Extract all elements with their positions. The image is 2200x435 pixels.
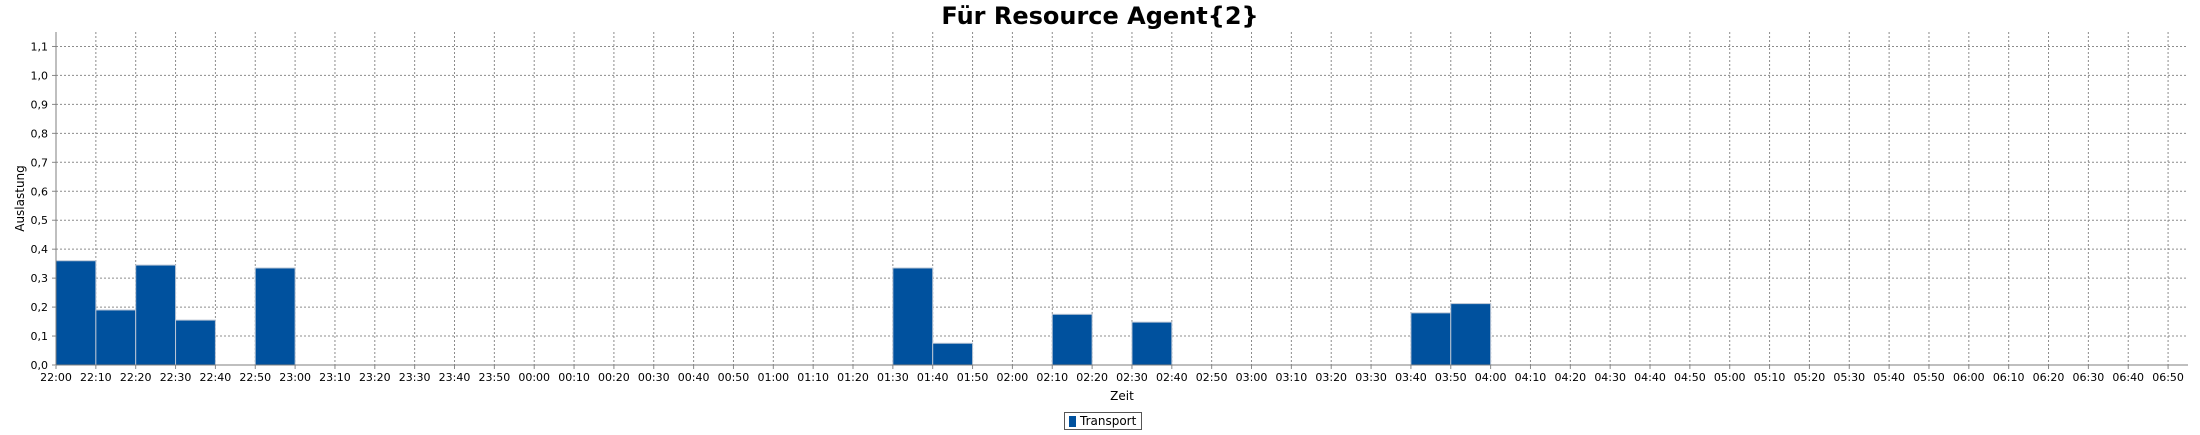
x-tick-label: 00:10 bbox=[558, 371, 590, 384]
x-tick-label: 04:10 bbox=[1515, 371, 1547, 384]
x-tick-label: 02:20 bbox=[1076, 371, 1108, 384]
x-tick-label: 22:10 bbox=[80, 371, 112, 384]
x-tick-label: 22:00 bbox=[40, 371, 72, 384]
x-tick-label: 01:30 bbox=[877, 371, 909, 384]
x-tick-label: 23:50 bbox=[479, 371, 511, 384]
x-tick-label: 22:50 bbox=[239, 371, 271, 384]
y-tick-label: 0,1 bbox=[31, 330, 49, 343]
x-tick-label: 04:30 bbox=[1594, 371, 1626, 384]
y-tick-label: 1,0 bbox=[31, 69, 49, 82]
bar bbox=[1450, 303, 1492, 366]
y-tick-label: 0,2 bbox=[31, 301, 49, 314]
bar bbox=[95, 309, 137, 366]
x-tick-label: 01:10 bbox=[797, 371, 829, 384]
y-tick-label: 0,6 bbox=[31, 185, 49, 198]
bar bbox=[1051, 313, 1093, 366]
bar bbox=[932, 342, 974, 366]
x-tick-label: 02:10 bbox=[1036, 371, 1068, 384]
x-tick-label: 02:40 bbox=[1156, 371, 1188, 384]
x-tick-label: 04:00 bbox=[1475, 371, 1507, 384]
y-tick-label: 0,4 bbox=[31, 243, 49, 256]
y-tick-label: 0,9 bbox=[31, 98, 49, 111]
x-tick-label: 06:20 bbox=[2033, 371, 2065, 384]
x-tick-label: 05:30 bbox=[1833, 371, 1865, 384]
y-tick-label: 0,8 bbox=[31, 127, 49, 140]
x-tick-label: 23:20 bbox=[359, 371, 391, 384]
x-tick-label: 06:30 bbox=[2073, 371, 2105, 384]
x-tick-label: 22:40 bbox=[200, 371, 232, 384]
x-tick-label: 04:40 bbox=[1634, 371, 1666, 384]
chart-title: Für Resource Agent{2} bbox=[941, 2, 1259, 30]
x-tick-label: 00:20 bbox=[598, 371, 630, 384]
x-tick-label: 01:00 bbox=[757, 371, 789, 384]
x-tick-label: 01:50 bbox=[957, 371, 989, 384]
x-tick-label: 06:40 bbox=[2112, 371, 2144, 384]
x-tick-label: 02:30 bbox=[1116, 371, 1148, 384]
bar bbox=[1131, 321, 1173, 366]
x-tick-label: 05:00 bbox=[1714, 371, 1746, 384]
x-tick-label: 06:00 bbox=[1953, 371, 1985, 384]
bar bbox=[892, 267, 934, 366]
y-tick-label: 0,5 bbox=[31, 214, 49, 227]
x-tick-label: 01:20 bbox=[837, 371, 869, 384]
bar bbox=[135, 264, 177, 366]
y-axis-label: Auslastung bbox=[13, 165, 27, 232]
x-tick-label: 22:20 bbox=[120, 371, 152, 384]
x-tick-label: 03:50 bbox=[1435, 371, 1467, 384]
x-tick-label: 04:20 bbox=[1554, 371, 1586, 384]
x-tick-label: 00:50 bbox=[718, 371, 750, 384]
legend-label-transport: Transport bbox=[1080, 414, 1137, 428]
x-tick-label: 01:40 bbox=[917, 371, 949, 384]
bar bbox=[175, 319, 216, 366]
bar bbox=[254, 267, 296, 366]
x-tick-label: 23:00 bbox=[279, 371, 311, 384]
x-tick-label: 03:00 bbox=[1236, 371, 1268, 384]
x-tick-label: 03:20 bbox=[1315, 371, 1347, 384]
x-tick-label: 05:10 bbox=[1754, 371, 1786, 384]
y-tick-label: 0,3 bbox=[31, 272, 49, 285]
x-tick-label: 23:30 bbox=[399, 371, 431, 384]
x-tick-label: 06:50 bbox=[2152, 371, 2184, 384]
x-tick-label: 00:00 bbox=[518, 371, 550, 384]
x-tick-label: 23:10 bbox=[319, 371, 351, 384]
x-tick-label: 03:10 bbox=[1276, 371, 1308, 384]
x-tick-label: 05:50 bbox=[1913, 371, 1945, 384]
legend[interactable]: Transport bbox=[1064, 412, 1143, 430]
x-tick-label: 00:40 bbox=[678, 371, 710, 384]
x-tick-label: 03:40 bbox=[1395, 371, 1427, 384]
x-tick-label: 06:10 bbox=[1993, 371, 2025, 384]
x-tick-label: 23:40 bbox=[439, 371, 471, 384]
y-tick-label: 0,7 bbox=[31, 156, 49, 169]
bar bbox=[55, 260, 97, 366]
plot-area bbox=[56, 32, 2188, 365]
y-tick-label: 1,1 bbox=[31, 40, 49, 53]
bar bbox=[1410, 312, 1452, 366]
x-tick-label: 05:20 bbox=[1794, 371, 1826, 384]
x-axis-label: Zeit bbox=[1110, 389, 1134, 403]
x-tick-label: 22:30 bbox=[160, 371, 192, 384]
x-tick-label: 05:40 bbox=[1873, 371, 1905, 384]
x-tick-label: 03:30 bbox=[1355, 371, 1387, 384]
y-tick-label: 0,0 bbox=[31, 359, 49, 372]
legend-swatch-transport bbox=[1069, 415, 1076, 427]
x-tick-label: 04:50 bbox=[1674, 371, 1706, 384]
x-tick-label: 00:30 bbox=[638, 371, 670, 384]
x-tick-label: 02:50 bbox=[1196, 371, 1228, 384]
x-tick-label: 02:00 bbox=[997, 371, 1029, 384]
